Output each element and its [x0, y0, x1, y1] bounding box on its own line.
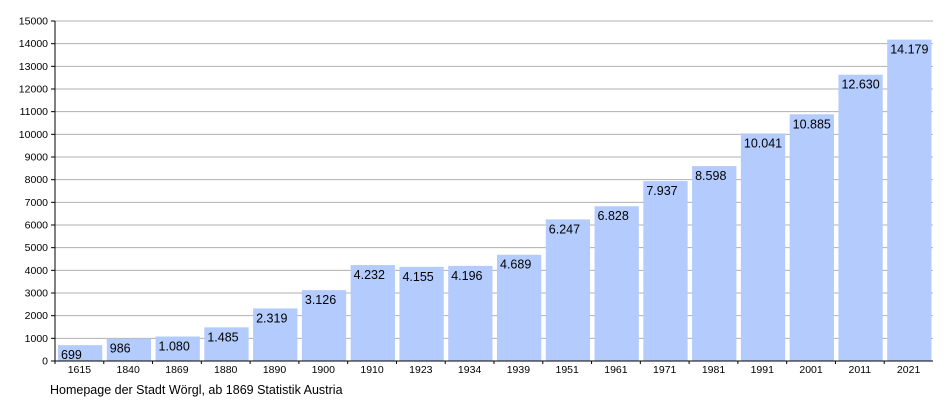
data-label-1961: 6.828 [598, 209, 629, 223]
x-tick-label: 1971 [653, 364, 677, 376]
y-tick-label: 0 [42, 356, 48, 368]
x-tick-label: 1981 [702, 364, 726, 376]
y-tick-label: 9000 [25, 152, 49, 164]
data-label-1981: 8.598 [695, 169, 726, 183]
bar-1923 [399, 266, 444, 361]
bar-1981 [692, 166, 737, 361]
data-label-1890: 2.319 [256, 311, 287, 325]
bar-1900 [301, 290, 347, 361]
x-tick-label: 1869 [165, 364, 189, 376]
x-tick-label: 1900 [312, 364, 336, 376]
x-tick-label: 1951 [555, 364, 579, 376]
y-tick-label: 2000 [25, 310, 49, 322]
y-tick-label: 12000 [19, 84, 48, 96]
bar-1934 [448, 265, 493, 361]
bar-1910 [350, 265, 395, 361]
y-tick-label: 13000 [19, 61, 48, 73]
bar-1939 [497, 254, 542, 361]
data-label-2021: 14.179 [890, 43, 928, 57]
bar-1890 [253, 308, 298, 361]
data-label-1939: 4.689 [500, 258, 531, 272]
bar-2001 [789, 114, 834, 361]
axes: 0 1000 2000 3000 4000 5000 6000 7000 8000 9000 100… [19, 16, 933, 376]
data-label-1971: 7.937 [646, 184, 677, 198]
data-label-1910: 4.232 [354, 268, 385, 282]
data-label-1880: 1.485 [207, 330, 238, 344]
data-label-1840: 986 [110, 342, 131, 356]
data-label-2001: 10.885 [793, 117, 831, 131]
data-label-1923: 4.155 [402, 270, 433, 284]
y-tick-label: 7000 [25, 197, 49, 209]
bar-1961 [594, 206, 639, 361]
x-tick-label: 1910 [360, 364, 384, 376]
x-tick-label: 2011 [849, 364, 872, 376]
data-label-1900: 3.126 [305, 293, 336, 307]
x-tick-label: 1890 [263, 364, 287, 376]
y-tick-label: 6000 [25, 220, 49, 232]
x-tick-label: 2021 [897, 364, 921, 376]
y-tick-label: 4000 [25, 265, 49, 277]
x-tick-label: 1934 [458, 364, 482, 376]
y-tick-label: 15000 [19, 16, 48, 28]
bar-2021 [887, 39, 932, 361]
y-tick-label: 1000 [25, 333, 49, 345]
y-tick-label: 14000 [19, 38, 48, 50]
bar-1615 [58, 345, 103, 361]
x-tick-label: 1615 [68, 364, 92, 376]
grid-lines [55, 20, 933, 339]
data-label-1615: 699 [61, 348, 82, 362]
bar-1869 [155, 336, 200, 361]
x-tick-label: 1991 [751, 364, 775, 376]
bar-1951 [545, 219, 591, 361]
bar-1840 [106, 338, 152, 361]
y-tick-label: 10000 [19, 129, 48, 141]
y-tick-label: 5000 [25, 242, 49, 254]
x-tick-label: 1880 [214, 364, 238, 376]
y-tick-label: 8000 [25, 174, 49, 186]
x-tick-label: 1939 [507, 364, 531, 376]
data-label-1991: 10.041 [744, 136, 782, 150]
data-label-2011: 12.630 [841, 78, 879, 92]
data-labels: 699 986 1.080 1.485 2.319 3.126 4.232 4.155 4.19… [61, 43, 929, 363]
source-caption: Homepage der Stadt Wörgl, ab 1869 Statis… [50, 383, 343, 397]
bar-1971 [643, 181, 688, 361]
x-tick-label: 1961 [604, 364, 628, 376]
bar-1991 [740, 133, 786, 361]
bars [58, 39, 932, 361]
y-tick-label: 11000 [20, 106, 49, 118]
data-label-1934: 4.196 [451, 269, 482, 283]
bar-1880 [204, 327, 249, 361]
x-tick-label: 1923 [409, 364, 433, 376]
y-tick-label: 3000 [25, 288, 49, 300]
data-label-1951: 6.247 [549, 222, 580, 236]
x-tick-label: 1840 [116, 364, 140, 376]
bar-2011 [838, 74, 883, 361]
x-tick-label: 2001 [799, 364, 823, 376]
data-label-1869: 1.080 [159, 340, 190, 354]
